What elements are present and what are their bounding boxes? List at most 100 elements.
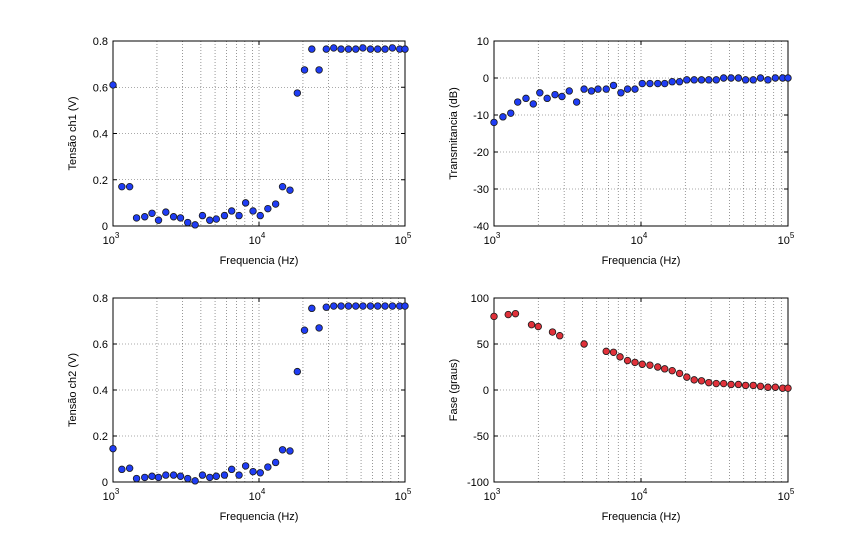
data-point: [741, 381, 750, 390]
data-point: [184, 474, 192, 483]
data-point: [132, 474, 141, 483]
data-point: [235, 211, 243, 220]
data-point: [330, 44, 338, 52]
data-point: [206, 473, 214, 482]
series-points: [490, 309, 792, 392]
data-point: [162, 471, 170, 479]
data-point: [522, 94, 530, 103]
data-point: [668, 366, 676, 375]
data-point: [580, 340, 588, 348]
data-point: [359, 44, 367, 52]
data-point: [373, 302, 382, 310]
data-point: [366, 302, 375, 310]
data-point: [132, 214, 141, 222]
data-point: [771, 383, 780, 391]
x-axis-label: Frequencia (Hz): [220, 511, 299, 523]
data-point: [330, 302, 338, 310]
data-point: [756, 382, 765, 391]
data-point: [337, 302, 345, 310]
y-tick-label: -10: [473, 110, 489, 122]
data-point: [534, 322, 542, 331]
y-tick-label: 0: [102, 221, 108, 233]
chart-2: -40 -30 -20 -10 0 10 103 104 105 Frequencia (Hz) T…: [448, 36, 795, 267]
data-point: [609, 81, 618, 90]
data-point: [565, 87, 573, 95]
data-point: [278, 446, 287, 454]
y-tick-label: 0.8: [93, 293, 108, 305]
data-point: [690, 376, 698, 384]
x-tick-label: 103: [103, 487, 120, 503]
y-tick-label: 100: [471, 293, 489, 305]
data-point: [705, 378, 713, 387]
chart-4: -100 -50 0 50 100 103 104 105 Frequencia (Hz) Fas…: [448, 293, 795, 523]
data-point: [551, 90, 559, 99]
data-point: [109, 81, 117, 89]
y-tick-label: 0.6: [93, 82, 108, 94]
data-point: [154, 216, 163, 224]
grid: [494, 41, 788, 226]
y-tick-label: 10: [477, 36, 489, 48]
data-point: [212, 215, 221, 223]
data-point: [241, 462, 250, 470]
data-point: [125, 464, 134, 472]
data-point: [661, 79, 669, 88]
data-point: [322, 45, 330, 53]
data-point: [271, 200, 280, 208]
y-tick-label: -100: [467, 477, 489, 489]
x-tick-label: 104: [249, 487, 266, 503]
x-tick-label: 105: [395, 487, 412, 503]
data-point: [249, 467, 257, 476]
data-point: [749, 76, 757, 84]
data-point: [198, 211, 207, 220]
data-point: [337, 45, 345, 53]
data-point: [638, 360, 646, 368]
data-point: [366, 45, 375, 53]
y-tick-label: -20: [473, 147, 489, 159]
data-point: [308, 304, 316, 313]
x-tick-label: 103: [103, 231, 120, 247]
data-point: [594, 85, 602, 93]
x-tick-label: 105: [395, 231, 412, 247]
y-axis-label: Transmitancia (dB): [448, 87, 460, 180]
data-point: [602, 347, 610, 356]
y-axis-label: Tensão ch2 (V): [67, 353, 79, 427]
data-point: [697, 76, 706, 84]
data-point: [148, 209, 156, 217]
data-point: [235, 471, 243, 479]
data-point: [300, 66, 309, 74]
x-tick-label: 105: [778, 487, 795, 503]
x-tick-label: 104: [631, 231, 648, 247]
data-point: [646, 361, 654, 369]
data-point: [344, 302, 353, 310]
data-point: [256, 211, 264, 220]
data-point: [668, 77, 676, 86]
data-point: [675, 77, 684, 86]
data-point: [741, 76, 750, 84]
data-point: [293, 89, 302, 97]
data-point: [249, 207, 257, 215]
data-point: [529, 100, 537, 108]
data-point: [154, 473, 163, 482]
data-point: [286, 447, 294, 455]
y-tick-label: 50: [477, 339, 489, 351]
series-points: [109, 44, 409, 229]
data-point: [697, 377, 706, 385]
data-point: [118, 465, 126, 474]
data-point: [352, 302, 360, 310]
data-point: [373, 45, 382, 53]
y-tick-label: 0: [483, 385, 489, 397]
data-point: [401, 302, 409, 310]
data-point: [734, 74, 743, 82]
data-point: [162, 208, 170, 216]
data-point: [401, 45, 409, 53]
y-tick-label: 0.4: [93, 385, 108, 397]
data-point: [675, 369, 684, 378]
data-point: [631, 85, 639, 93]
y-tick-label: 0.6: [93, 339, 108, 351]
data-point: [784, 384, 792, 392]
x-axis-label: Frequencia (Hz): [220, 255, 299, 267]
data-point: [388, 44, 397, 52]
data-point: [344, 45, 353, 53]
y-axis-label: Fase (graus): [448, 359, 460, 421]
data-point: [241, 199, 250, 207]
